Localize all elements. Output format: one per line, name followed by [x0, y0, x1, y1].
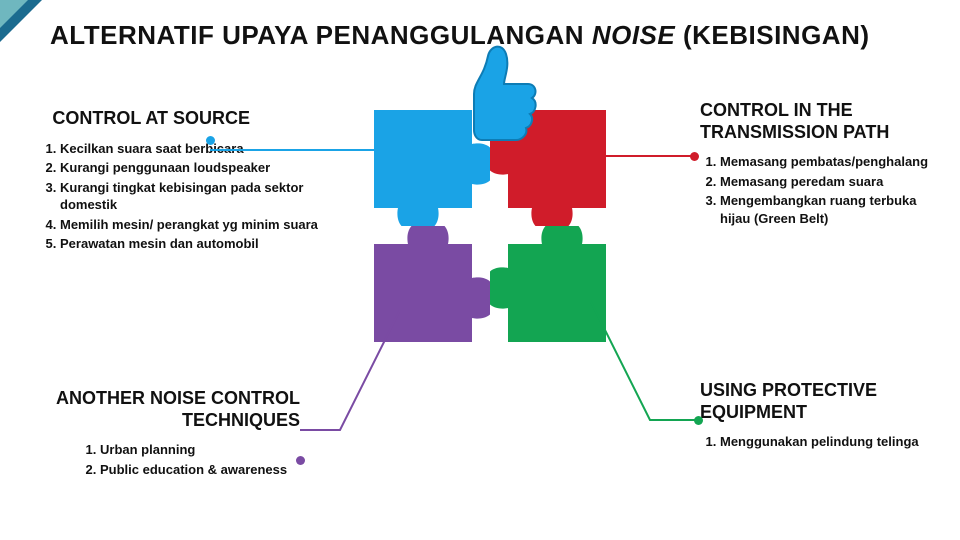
dot-br	[694, 416, 703, 425]
connector-bl	[300, 310, 400, 460]
list-item: Memasang pembatas/penghalang	[720, 153, 948, 171]
connector-tr	[600, 146, 695, 166]
list-item: Mengembangkan ruang terbuka hijau (Green…	[720, 192, 948, 227]
connector-tl	[210, 140, 400, 160]
list-item: Memilih mesin/ perangkat yg minim suara	[60, 216, 340, 234]
list-another: Urban planning Public education & awaren…	[40, 441, 340, 478]
list-item: Kurangi tingkat kebisingan pada sektor d…	[60, 179, 340, 214]
dot-tl	[206, 136, 215, 145]
list-item: Memasang peredam suara	[720, 173, 948, 191]
list-item: Perawatan mesin dan automobil	[60, 235, 340, 253]
thumbs-up-icon	[454, 34, 542, 162]
list-ppe: Menggunakan pelindung telinga	[700, 433, 930, 451]
connector-br	[590, 300, 700, 435]
heading-ppe: USING PROTECTIVE EQUIPMENT	[700, 380, 930, 423]
heading-source: CONTROL AT SOURCE	[40, 108, 340, 130]
title-italic: NOISE	[592, 20, 675, 50]
heading-another: ANOTHER NOISE CONTROL TECHNIQUES	[40, 388, 340, 431]
heading-transmission: CONTROL IN THE TRANSMISSION PATH	[700, 100, 948, 143]
list-transmission: Memasang pembatas/penghalang Memasang pe…	[700, 153, 948, 227]
quadrant-top-right: CONTROL IN THE TRANSMISSION PATH Memasan…	[700, 100, 948, 229]
dot-tr	[690, 152, 699, 161]
list-item: Public education & awareness	[100, 461, 340, 479]
dot-bl	[296, 456, 305, 465]
list-item: Menggunakan pelindung telinga	[720, 433, 930, 451]
quadrant-bottom-right: USING PROTECTIVE EQUIPMENT Menggunakan p…	[700, 380, 930, 453]
quadrant-top-left: CONTROL AT SOURCE Kecilkan suara saat be…	[40, 108, 340, 255]
title-post: (KEBISINGAN)	[675, 20, 869, 50]
puzzle-br-path	[490, 226, 606, 342]
quadrant-bottom-left: ANOTHER NOISE CONTROL TECHNIQUES Urban p…	[40, 388, 340, 480]
corner-accent-inner	[0, 0, 28, 28]
list-item: Kurangi penggunaan loudspeaker	[60, 159, 340, 177]
